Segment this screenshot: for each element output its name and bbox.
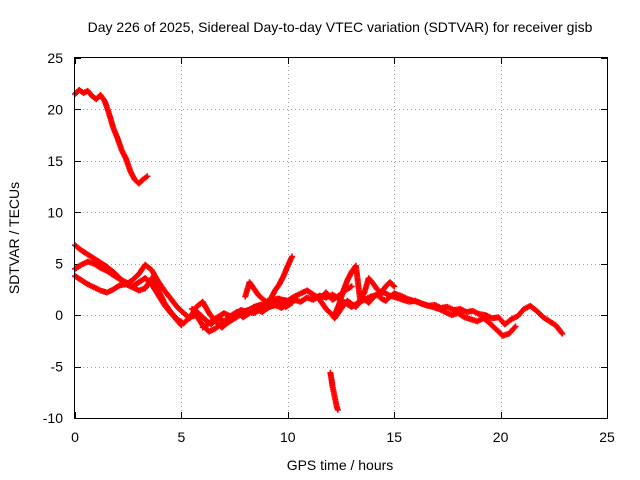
x-tick-label: 0 (71, 429, 79, 445)
data-point (558, 329, 565, 336)
data-point (391, 283, 398, 290)
x-tick-label: 20 (493, 429, 509, 445)
axis-ticks: 0 5 10 15 20 25 -10 -5 0 5 10 15 20 25 (43, 50, 615, 445)
data-point (348, 283, 355, 290)
series-arc-f (242, 253, 296, 305)
y-tick-label: -10 (43, 410, 63, 426)
series-arc-g (331, 262, 398, 319)
chart-title: Day 226 of 2025, Sidereal Day-to-day VTE… (88, 19, 593, 35)
data-points (72, 86, 566, 413)
series-arc-neg (327, 369, 341, 413)
y-tick-label: -5 (51, 359, 64, 375)
data-point (390, 282, 397, 289)
y-tick-label: 10 (47, 204, 63, 220)
data-point (289, 253, 296, 260)
grid-lines (75, 58, 607, 418)
series-arc-a (72, 242, 296, 331)
y-tick-label: 15 (47, 153, 63, 169)
y-tick-label: 5 (55, 256, 63, 272)
y-tick-label: 20 (47, 101, 63, 117)
data-point (511, 324, 518, 331)
x-axis-label: GPS time / hours (287, 457, 394, 473)
series-arc-h (314, 290, 519, 339)
data-point (512, 323, 519, 330)
x-tick-label: 5 (178, 429, 186, 445)
plot-frame (74, 57, 608, 419)
x-tick-label: 25 (599, 429, 615, 445)
series-high-arc (72, 86, 151, 187)
data-point (144, 173, 151, 180)
x-tick-label: 10 (280, 429, 296, 445)
y-tick-label: 0 (55, 307, 63, 323)
data-point (334, 406, 341, 413)
data-point (559, 330, 566, 337)
y-axis-label: SDTVAR / TECUs (6, 182, 22, 294)
y-tick-label: 25 (47, 50, 63, 66)
x-tick-label: 15 (386, 429, 402, 445)
